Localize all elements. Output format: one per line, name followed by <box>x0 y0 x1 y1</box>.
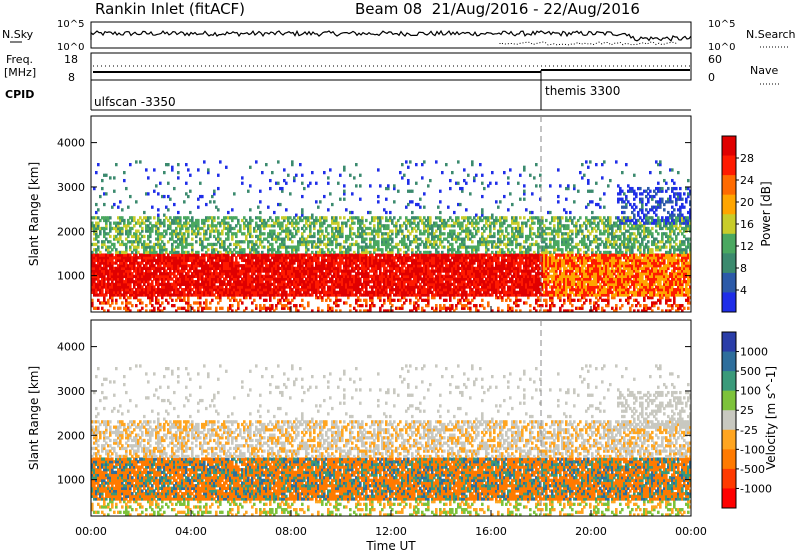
power-colorbar: 4 8 12 16 20 24 28 <box>721 135 754 313</box>
time-tick-6: 00:00 <box>675 525 707 538</box>
power-ytick-2: 3000 <box>57 181 85 194</box>
noise-sky-line <box>90 29 692 42</box>
power-colorbar-tick-2: 12 <box>740 240 754 253</box>
time-tick-5: 20:00 <box>575 525 607 538</box>
velocity-colorbar-tick-0: 1000 <box>740 346 768 359</box>
velocity-colorbar: 1000 500 100 25 -25 -100 -500 -1000 <box>721 331 772 509</box>
velocity-ytick-0: 1000 <box>57 474 85 487</box>
noise-left-tick-bottom: 10^0 <box>57 42 84 53</box>
noise-right-tick-bottom: 10^0 <box>708 42 735 53</box>
velocity-colorbar-tick-7: -1000 <box>740 482 772 495</box>
time-tick-3: 12:00 <box>375 525 407 538</box>
noise-panel: N.Sky 10^5 10^0 10^5 10^0 N.Search <box>2 19 796 53</box>
power-colorbar-label: Power [dB] <box>759 181 773 246</box>
velocity-colorbar-tick-4: -25 <box>740 424 758 437</box>
beam-date-title: Beam 08 21/Aug/2016 - 22/Aug/2016 <box>355 0 640 18</box>
power-ytick-0: 1000 <box>57 270 85 283</box>
noise-search-label: N.Search <box>746 28 796 41</box>
cpid-panel: CPID ulfscan -3350 themis 3300 <box>5 80 691 111</box>
noise-right-tick-top: 10^5 <box>708 19 735 30</box>
cpid-mode-1: ulfscan -3350 <box>94 95 176 109</box>
time-tick-4: 16:00 <box>475 525 507 538</box>
time-tick-1: 04:00 <box>175 525 207 538</box>
freq-label-1: Freq. <box>6 53 33 66</box>
time-tick-2: 08:00 <box>275 525 307 538</box>
station-title: Rankin Inlet (fitACF) <box>95 0 245 18</box>
power-colorbar-tick-5: 24 <box>740 174 754 187</box>
noise-search-line <box>499 41 678 46</box>
time-tick-0: 00:00 <box>75 525 107 538</box>
velocity-colorbar-tick-1: 500 <box>740 365 761 378</box>
freq-left-tick-top: 18 <box>64 53 78 66</box>
power-colorbar-tick-1: 8 <box>740 262 747 275</box>
nave-right-tick-top: 60 <box>708 53 722 66</box>
power-colorbar-tick-0: 4 <box>740 284 747 297</box>
velocity-colorbar-tick-6: -500 <box>740 463 765 476</box>
power-colorbar-tick-3: 16 <box>740 218 754 231</box>
velocity-heatmap <box>91 364 691 516</box>
velocity-panel: 1000 2000 3000 4000 Slant Range [km] 1000 50… <box>27 319 778 517</box>
velocity-colorbar-tick-2: 100 <box>740 385 761 398</box>
freq-label-2: [MHz] <box>4 66 36 79</box>
frequency-panel: Freq. [MHz] 18 8 60 0 Nave <box>4 52 780 85</box>
power-panel: 1000 2000 3000 4000 Slant Range [km] 4 8 12 16… <box>27 115 773 313</box>
power-ylabel: Slant Range [km] <box>27 162 41 266</box>
power-colorbar-tick-6: 28 <box>740 152 754 165</box>
power-heatmap <box>91 160 691 312</box>
noise-sky-label: N.Sky <box>2 28 34 41</box>
time-axis-label: Time UT <box>365 539 416 553</box>
nave-label: Nave <box>750 64 778 77</box>
cpid-label: CPID <box>5 88 34 101</box>
velocity-ytick-2: 3000 <box>57 385 85 398</box>
time-axis: 00:00 04:00 08:00 12:00 16:00 20:00 00:00 <box>75 306 707 538</box>
velocity-ytick-1: 2000 <box>57 429 85 442</box>
power-ytick-3: 4000 <box>57 137 85 150</box>
velocity-colorbar-tick-5: -100 <box>740 443 765 456</box>
nave-right-tick-bottom: 0 <box>708 71 715 84</box>
power-ytick-1: 2000 <box>57 225 85 238</box>
velocity-ylabel: Slant Range [km] <box>27 366 41 470</box>
cpid-mode-2: themis 3300 <box>545 84 620 98</box>
velocity-colorbar-tick-3: 25 <box>740 404 754 417</box>
freq-left-tick-bottom: 8 <box>68 71 75 84</box>
power-colorbar-tick-4: 20 <box>740 196 754 209</box>
noise-left-tick-top: 10^5 <box>57 19 84 30</box>
velocity-colorbar-label: Velocity [m s^-1] <box>764 366 778 470</box>
velocity-ytick-3: 4000 <box>57 341 85 354</box>
